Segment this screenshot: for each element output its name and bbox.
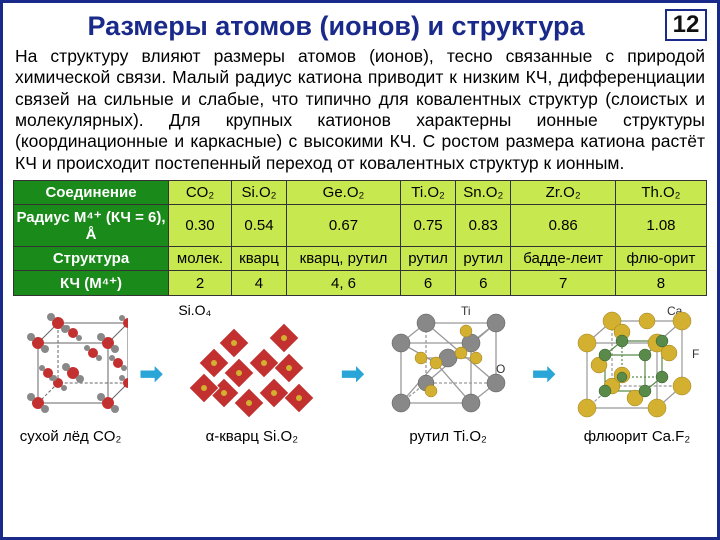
quartz-icon	[174, 318, 329, 423]
cell: 0.86	[511, 205, 615, 247]
label-sio4: Si.O₄	[178, 302, 329, 318]
compounds-table: Соединение CO₂ Si.O₂ Ge.O₂ Ti.O₂ Sn.O₂ Z…	[13, 180, 707, 296]
cell: Si.O₂	[231, 181, 286, 205]
cell: 0.75	[401, 205, 456, 247]
cell: Sn.O₂	[456, 181, 511, 205]
table-row: Радиус M⁴⁺ (КЧ = 6), Å 0.30 0.54 0.67 0.…	[14, 205, 707, 247]
table-row: КЧ (M⁴⁺) 2 4 4, 6 6 6 7 8	[14, 271, 707, 296]
caption-rutile: рутил Ti.O₂	[376, 428, 521, 445]
cell: 6	[401, 271, 456, 296]
cell: рутил	[456, 247, 511, 271]
slide-number: 12	[665, 9, 707, 41]
rutile-icon: Ti O	[376, 303, 521, 423]
cell: Ti.O₂	[401, 181, 456, 205]
table-row: Структура молек. кварц кварц, рутил рути…	[14, 247, 707, 271]
cell: 4, 6	[286, 271, 400, 296]
row-header: Структура	[14, 247, 169, 271]
row-header: Соединение	[14, 181, 169, 205]
arrow-icon: ➡	[341, 357, 364, 390]
cell: 0.83	[456, 205, 511, 247]
figure-dryice: сухой лёд CO₂	[13, 303, 128, 445]
table-row: Соединение CO₂ Si.O₂ Ge.O₂ Ti.O₂ Sn.O₂ Z…	[14, 181, 707, 205]
cell: 0.30	[169, 205, 232, 247]
label-f: F	[692, 347, 699, 361]
cell: Ge.O₂	[286, 181, 400, 205]
cell: бадде-леит	[511, 247, 615, 271]
caption-quartz: α-кварц Si.O₂	[174, 428, 329, 445]
figure-fluorite: Ca F	[567, 303, 707, 445]
cell: молек.	[169, 247, 232, 271]
cell: флю-орит	[615, 247, 706, 271]
figure-quartz: Si.O₄	[174, 302, 329, 445]
label-ti: Ti	[461, 304, 471, 318]
cell: 1.08	[615, 205, 706, 247]
caption-fluorite: флюорит Ca.F₂	[567, 428, 707, 445]
page-title: Размеры атомов (ионов) и структура	[13, 9, 659, 42]
cell: 4	[231, 271, 286, 296]
body-paragraph: На структуру влияют размеры атомов (ионо…	[15, 46, 705, 174]
cell: кварц, рутил	[286, 247, 400, 271]
arrow-icon: ➡	[139, 357, 162, 390]
fluorite-icon: Ca F	[567, 303, 707, 423]
figure-rutile: Ti O	[376, 303, 521, 445]
cell: Zr.O₂	[511, 181, 615, 205]
cell: 0.67	[286, 205, 400, 247]
caption-dryice: сухой лёд CO₂	[13, 428, 128, 445]
cell: Th.O₂	[615, 181, 706, 205]
cell: 0.54	[231, 205, 286, 247]
cell: 8	[615, 271, 706, 296]
cell: 2	[169, 271, 232, 296]
cell: 6	[456, 271, 511, 296]
row-header: Радиус M⁴⁺ (КЧ = 6), Å	[14, 205, 169, 247]
cell: кварц	[231, 247, 286, 271]
cell: рутил	[401, 247, 456, 271]
dryice-icon	[13, 303, 128, 423]
cell: CO₂	[169, 181, 232, 205]
arrow-icon: ➡	[532, 357, 555, 390]
row-header: КЧ (M⁴⁺)	[14, 271, 169, 296]
cell: 7	[511, 271, 615, 296]
